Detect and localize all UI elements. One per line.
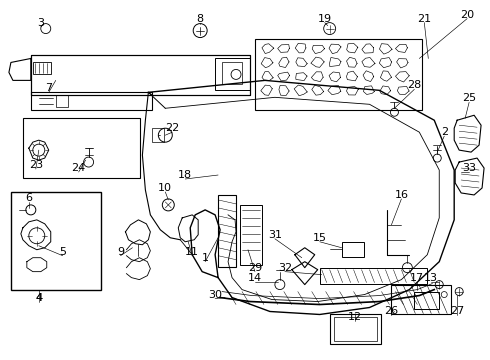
Text: 11: 11 — [185, 247, 199, 257]
Text: 30: 30 — [208, 289, 222, 300]
Text: 2: 2 — [441, 127, 448, 137]
Text: 6: 6 — [25, 193, 32, 203]
Text: 3: 3 — [37, 18, 44, 28]
Text: 33: 33 — [462, 163, 476, 173]
Text: 15: 15 — [313, 233, 327, 243]
Text: 20: 20 — [460, 10, 474, 20]
Bar — [415, 292, 439, 310]
Bar — [11, 192, 100, 289]
Bar — [255, 39, 422, 110]
Bar — [218, 195, 236, 267]
Bar — [56, 95, 68, 107]
Bar — [33, 62, 51, 75]
Bar — [152, 128, 164, 142]
Text: 26: 26 — [384, 306, 398, 316]
Bar — [342, 242, 364, 257]
Text: 25: 25 — [462, 93, 476, 103]
Bar — [222, 62, 242, 84]
Text: 14: 14 — [248, 273, 262, 283]
Text: 29: 29 — [248, 263, 262, 273]
Text: 13: 13 — [424, 273, 438, 283]
Text: 17: 17 — [410, 273, 424, 283]
Bar — [334, 318, 377, 341]
Bar — [31, 55, 250, 95]
Bar — [23, 118, 141, 178]
Text: 23: 23 — [29, 160, 43, 170]
Text: 4: 4 — [35, 293, 42, 302]
Text: 1: 1 — [202, 253, 209, 263]
Bar — [392, 285, 451, 315]
Text: 16: 16 — [394, 190, 408, 200]
Bar — [330, 315, 382, 345]
Text: 24: 24 — [72, 163, 86, 173]
Text: 32: 32 — [278, 263, 292, 273]
Text: 10: 10 — [158, 183, 172, 193]
Text: 31: 31 — [268, 230, 282, 240]
Bar — [31, 55, 250, 95]
Bar — [319, 268, 427, 284]
Bar — [215, 58, 250, 90]
Text: 4: 4 — [35, 293, 42, 302]
Text: 5: 5 — [59, 247, 66, 257]
Text: 12: 12 — [347, 312, 362, 323]
Text: 18: 18 — [178, 170, 192, 180]
Text: 21: 21 — [417, 14, 431, 24]
Text: 19: 19 — [318, 14, 332, 24]
Text: 27: 27 — [450, 306, 465, 316]
Bar — [240, 205, 262, 265]
Bar — [31, 92, 152, 110]
Text: 9: 9 — [117, 247, 124, 257]
Text: 8: 8 — [196, 14, 204, 24]
Text: 22: 22 — [165, 123, 179, 133]
Text: 7: 7 — [45, 84, 52, 93]
Text: 28: 28 — [407, 80, 421, 90]
